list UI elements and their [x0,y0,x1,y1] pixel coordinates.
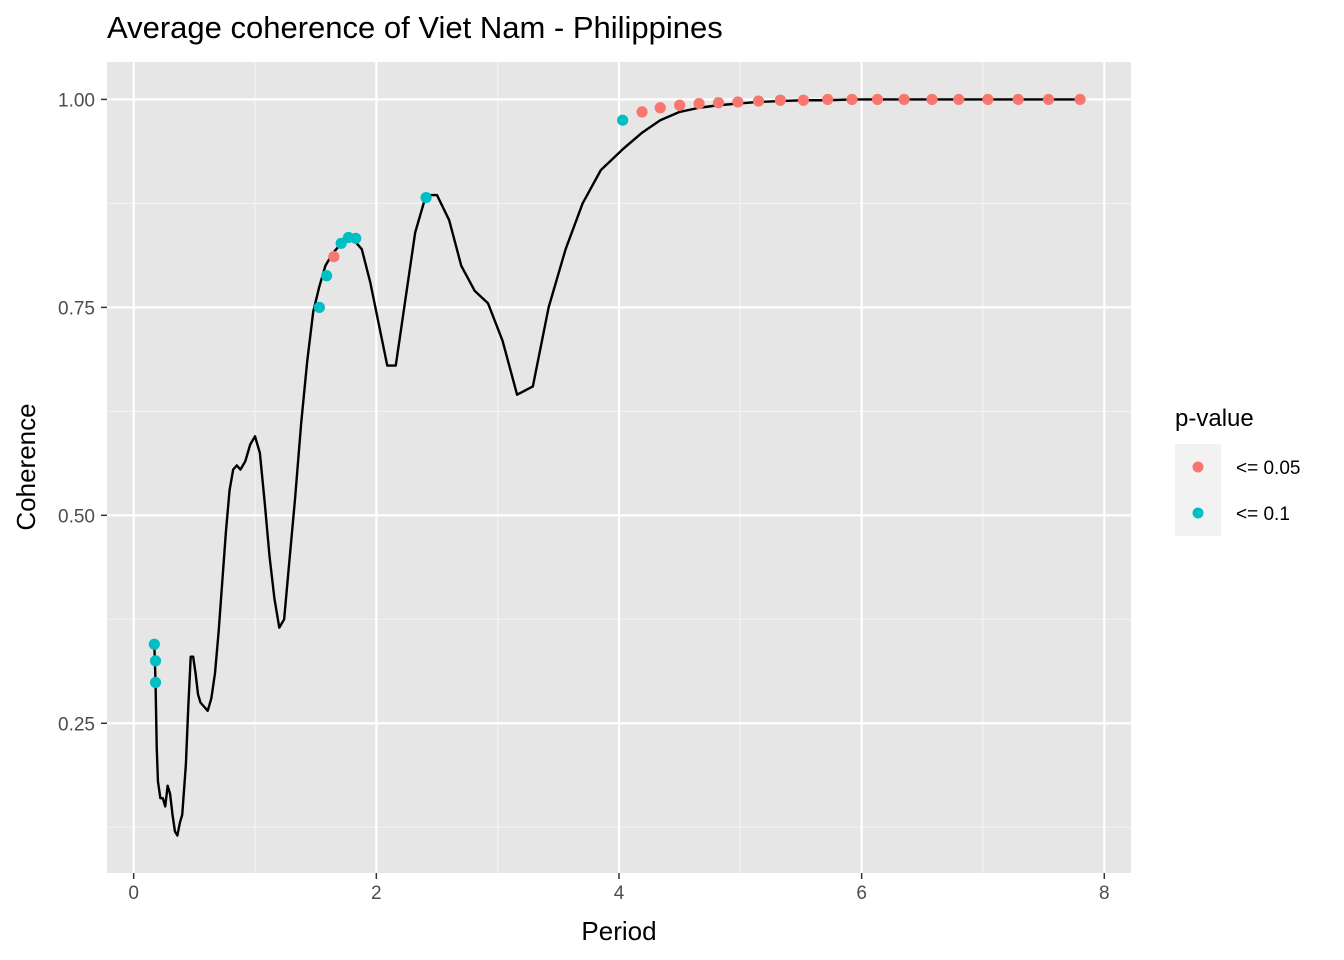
y-tick-label: 0.75 [58,298,95,319]
data-point [953,93,965,106]
data-point [712,97,725,109]
data-point [732,96,744,108]
x-tick-label: 6 [856,883,867,904]
y-tick-label: 0.25 [58,714,95,735]
data-point [846,93,858,106]
data-point [926,93,938,106]
data-point [982,93,994,106]
data-point [350,232,362,244]
data-point [313,301,325,313]
data-point [774,94,786,106]
x-tick-label: 0 [128,883,139,904]
data-point [617,114,629,126]
major-gridlines [107,62,1131,873]
x-tick-label: 8 [1099,883,1110,904]
coherence-line [153,98,1081,837]
data-point [674,99,686,111]
x-tick-label: 2 [371,883,382,904]
legend-key-01 [1192,507,1204,519]
data-point [1012,93,1024,106]
data-point [148,638,160,650]
data-point [420,191,432,204]
y-axis-title: Coherence [11,403,41,530]
y-tick-label: 1.00 [58,90,95,111]
data-point [149,655,162,667]
significance-points [148,93,1086,689]
legend-title: p-value [1175,405,1254,432]
data-point [822,93,834,106]
data-point [149,676,162,689]
data-point [654,102,666,114]
y-tick-label: 0.50 [58,506,95,527]
x-axis-title: Period [581,916,656,946]
data-point [752,95,765,107]
x-axis-ticks: 0 2 4 6 8 [128,873,1110,904]
legend-label-01: <= 0.1 [1236,504,1290,525]
chart-title: Average coherence of Viet Nam - Philippi… [107,10,723,45]
legend-key-005 [1192,461,1204,473]
data-point [1074,93,1086,106]
data-point [1042,93,1055,106]
data-point [871,93,884,106]
y-axis-ticks: 0.25 0.50 0.75 1.00 [58,90,107,735]
data-point [898,93,910,106]
x-tick-label: 4 [614,883,625,904]
legend-label-005: <= 0.05 [1236,458,1300,479]
data-point [797,94,810,106]
data-point [328,251,340,263]
data-point [636,106,648,118]
data-point [321,270,333,282]
legend: p-value <= 0.05 <= 0.1 [1175,405,1300,536]
data-point [693,97,705,110]
